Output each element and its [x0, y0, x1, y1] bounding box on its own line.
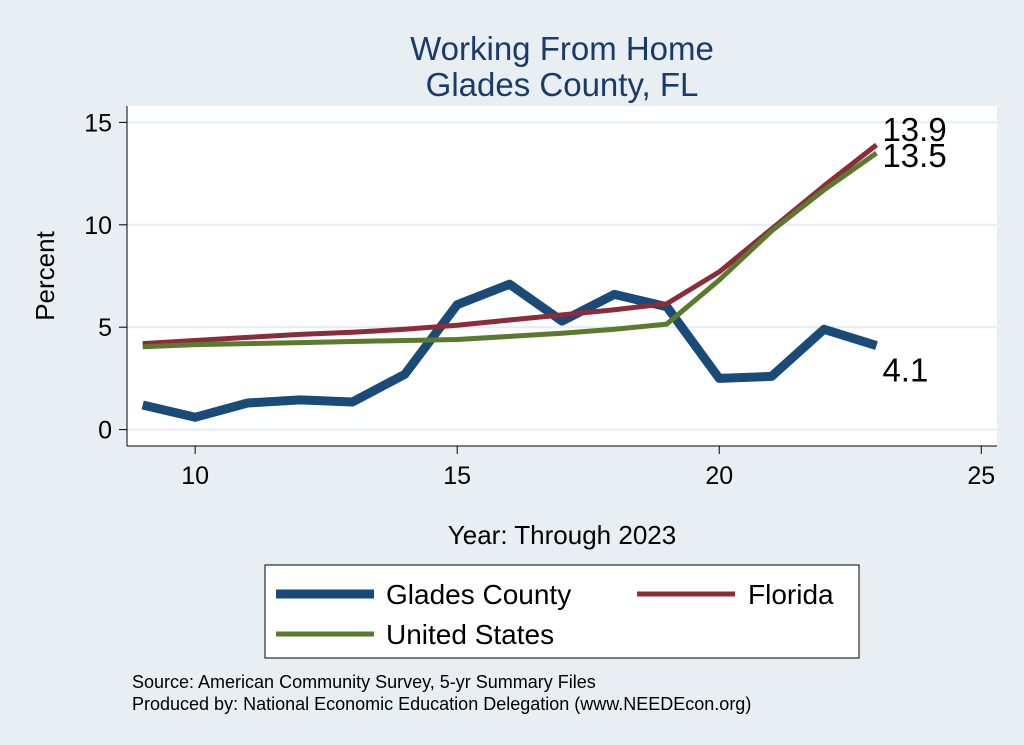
series-line-united-states — [142, 151, 878, 350]
data-point-florida-13 — [823, 185, 824, 186]
end-label-united-states: 13.5 — [882, 137, 946, 174]
y-ticks: 0 5 10 15 — [84, 109, 127, 445]
data-point-united-states-1 — [195, 344, 196, 345]
data-point-glades-county-12 — [771, 376, 772, 377]
end-label-glades-county: 4.1 — [882, 352, 928, 389]
data-point-florida-4 — [352, 332, 353, 333]
data-point-united-states-9 — [614, 329, 615, 330]
plot-area — [127, 106, 997, 446]
x-axis-label: Year: Through 2023 — [448, 520, 676, 550]
legend-box — [264, 564, 860, 659]
data-point-florida-6 — [457, 325, 458, 326]
end-label-florida: 13.9 — [882, 111, 946, 148]
chart-title-line-2: Glades County, FL — [426, 66, 699, 103]
x-tick-label-0: 10 — [181, 462, 209, 490]
data-point-florida-2 — [247, 337, 248, 338]
series-line-florida — [142, 142, 879, 347]
data-point-florida-3 — [299, 334, 300, 335]
x-tick-label-2: 20 — [705, 462, 733, 490]
y-tick-label-2: 10 — [84, 212, 112, 240]
data-point-united-states-2 — [247, 343, 248, 344]
source-line-2: Produced by: National Economic Education… — [132, 694, 751, 714]
data-point-united-states-7 — [509, 336, 510, 337]
data-point-glades-county-1 — [195, 417, 196, 418]
data-point-glades-county-10 — [666, 306, 667, 307]
data-point-united-states-5 — [404, 340, 405, 341]
data-point-united-states-0 — [142, 346, 143, 347]
end-labels: 4.1 13.913.5 — [882, 111, 946, 389]
data-point-glades-county-5 — [404, 374, 405, 375]
x-tick-label-1: 15 — [443, 462, 471, 490]
data-point-united-states-6 — [457, 339, 458, 340]
source-line-1: Source: American Community Survey, 5-yr … — [132, 672, 596, 692]
data-point-glades-county-0 — [142, 404, 143, 405]
gridlines — [127, 121, 997, 431]
data-point-united-states-11 — [719, 279, 720, 280]
data-point-united-states-13 — [823, 189, 824, 190]
x-ticks: 10 15 20 25 — [181, 446, 995, 490]
data-point-united-states-3 — [299, 342, 300, 343]
data-point-glades-county-7 — [509, 284, 510, 285]
series-line-glades-county — [141, 279, 878, 422]
data-point-florida-8 — [561, 314, 562, 315]
data-point-florida-10 — [666, 303, 667, 304]
data-point-united-states-8 — [561, 333, 562, 334]
data-point-united-states-12 — [771, 230, 772, 231]
data-point-florida-0 — [142, 343, 143, 344]
data-point-glades-county-13 — [823, 329, 824, 330]
data-point-glades-county-14 — [876, 345, 877, 346]
y-tick-label-3: 15 — [84, 109, 112, 137]
data-point-united-states-4 — [352, 341, 353, 342]
data-point-united-states-14 — [876, 153, 877, 154]
data-point-glades-county-8 — [561, 320, 562, 321]
legend-label-florida: Florida — [748, 579, 834, 610]
data-point-glades-county-2 — [247, 402, 248, 403]
data-point-glades-county-9 — [614, 294, 615, 295]
data-point-florida-14 — [876, 144, 877, 145]
data-point-glades-county-11 — [719, 378, 720, 379]
data-point-florida-9 — [614, 309, 615, 310]
data-point-florida-5 — [404, 329, 405, 330]
y-tick-label-1: 5 — [98, 314, 112, 342]
data-point-glades-county-6 — [457, 304, 458, 305]
data-point-united-states-10 — [666, 324, 667, 325]
data-point-florida-7 — [509, 319, 510, 320]
y-axis-label: Percent — [30, 230, 60, 320]
data-point-florida-11 — [719, 271, 720, 272]
x-tick-label-3: 25 — [967, 462, 995, 490]
data-point-florida-1 — [195, 340, 196, 341]
data-point-glades-county-4 — [352, 401, 353, 402]
legend-label-glades-county: Glades County — [386, 579, 571, 610]
series-lines — [141, 142, 879, 422]
y-tick-label-0: 0 — [98, 417, 112, 445]
chart-title-line-1: Working From Home — [410, 30, 714, 67]
legend-label-united-states: United States — [386, 619, 554, 650]
data-point-glades-county-3 — [299, 399, 300, 400]
